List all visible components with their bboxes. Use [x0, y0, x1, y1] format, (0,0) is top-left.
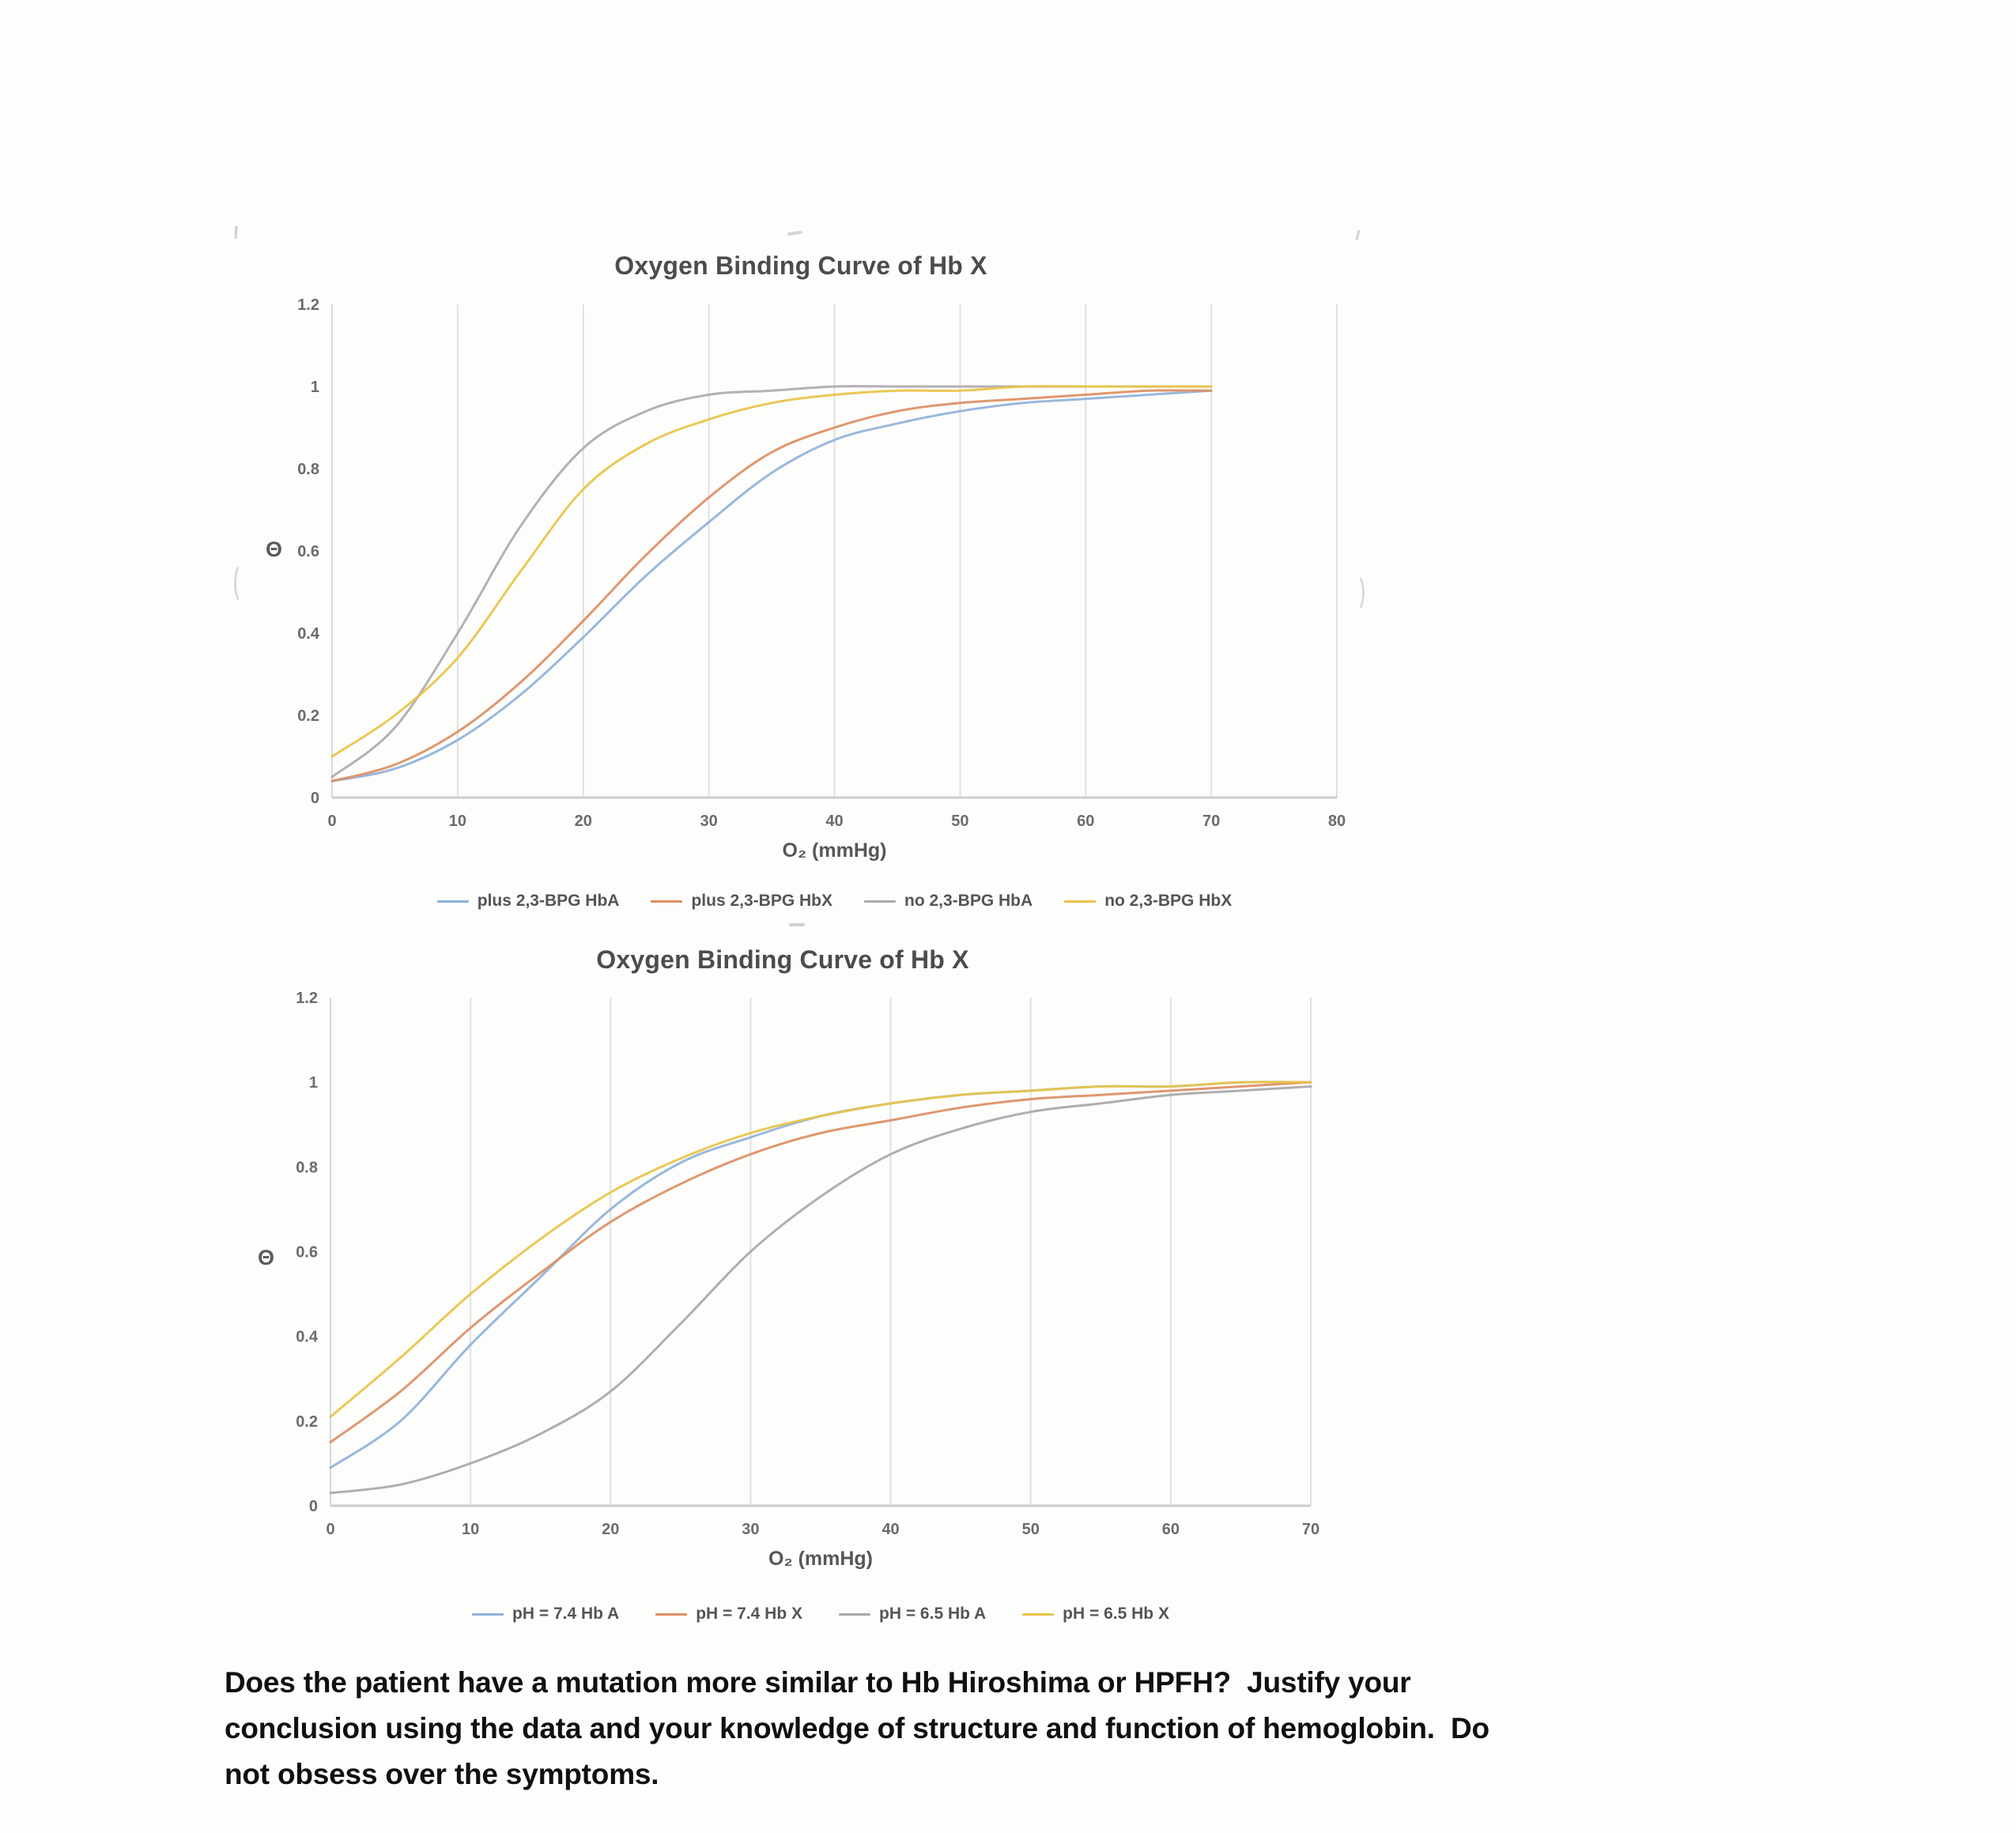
- legend-swatch-ph74-hba: [472, 1612, 504, 1616]
- series-line-ph-6-5-hb-a: [329, 1085, 1312, 1495]
- y-tick-label: 0.4: [297, 625, 320, 643]
- x-tick-label: 50: [951, 813, 968, 830]
- question-line: not obsess over the symptoms.: [225, 1758, 659, 1790]
- chart-ph-plot-area: 0 10 20 30 40 50 60 70 0 0.2 0.4 0.6 0.8 1 1.2: [296, 990, 1319, 1538]
- series-line-ph-7-4-hb-a: [329, 1081, 1312, 1469]
- chart-bpg-title: Oxygen Binding Curve of Hb X: [614, 251, 987, 280]
- chart-ph-legend: pH = 7.4 Hb A pH = 7.4 Hb X pH = 6.5 Hb …: [330, 1605, 1311, 1624]
- legend-item: plus 2,3-BPG HbA: [436, 892, 620, 911]
- legend-swatch-ph74-hbx: [655, 1612, 688, 1616]
- legend-item: no 2,3-BPG HbA: [864, 892, 1033, 911]
- legend-swatch-no-bpg-hba: [864, 900, 896, 903]
- legend-swatch-ph65-hba: [839, 1612, 870, 1616]
- y-tick-labels: 0 0.2 0.4 0.6 0.8 1 1.2: [297, 296, 320, 807]
- y-tick-label: 0.4: [296, 1329, 319, 1346]
- scan-artifact: [234, 225, 238, 239]
- y-tick-label: 0.2: [296, 1413, 318, 1431]
- legend-item: pH = 7.4 Hb A: [472, 1605, 619, 1624]
- series-line-no-2-3-bpg-hbx: [330, 385, 1213, 758]
- gridlines: [470, 998, 1312, 1506]
- legend-label: pH = 7.4 Hb X: [696, 1605, 802, 1623]
- legend-item: pH = 6.5 Hb A: [839, 1605, 986, 1624]
- y-tick-label: 0.6: [297, 543, 319, 560]
- gridlines: [456, 304, 1338, 798]
- series-line-plus-2-3-bpg-hbx: [330, 389, 1213, 783]
- x-tick-label: 60: [1162, 1521, 1180, 1538]
- series-line-ph-7-4-hb-x: [329, 1081, 1312, 1444]
- x-tick-label: 70: [1202, 813, 1220, 830]
- series-line-plus-2-3-bpg-hba: [330, 389, 1213, 783]
- x-tick-label: 30: [742, 1521, 759, 1538]
- legend-label: no 2,3-BPG HbA: [904, 892, 1033, 910]
- y-tick-label: 0.8: [297, 461, 319, 478]
- x-tick-label: 70: [1302, 1521, 1319, 1538]
- x-tick-label: 0: [327, 813, 336, 830]
- x-tick-label: 50: [1022, 1521, 1040, 1538]
- chart-bpg-legend: plus 2,3-BPG HbA plus 2,3-BPG HbX no 2,3…: [332, 892, 1337, 911]
- legend-item: plus 2,3-BPG HbX: [651, 892, 832, 911]
- y-tick-label: 1.2: [296, 990, 318, 1007]
- x-tick-label: 30: [700, 813, 718, 830]
- legend-swatch-ph65-hbx: [1022, 1612, 1055, 1616]
- legend-label: pH = 7.4 Hb A: [512, 1605, 620, 1623]
- legend-item: no 2,3-BPG HbX: [1064, 892, 1232, 911]
- legend-item: pH = 6.5 Hb X: [1022, 1605, 1169, 1624]
- chart-ph-title: Oxygen Binding Curve of Hb X: [596, 945, 969, 974]
- legend-swatch-no-bpg-hbx: [1064, 900, 1097, 903]
- y-tick-label: 1: [311, 379, 319, 396]
- x-tick-label: 40: [882, 1521, 899, 1538]
- question-text: Does the patient have a mutation more si…: [225, 1660, 1742, 1797]
- legend-item: pH = 7.4 Hb X: [655, 1605, 802, 1624]
- question-line: conclusion using the data and your knowl…: [225, 1712, 1489, 1744]
- scan-artifact: [1355, 229, 1361, 241]
- legend-label: pH = 6.5 Hb X: [1063, 1605, 1169, 1623]
- series-line-no-2-3-bpg-hba: [330, 385, 1213, 779]
- y-tick-label: 1.2: [297, 296, 319, 314]
- scan-artifact: [789, 923, 805, 926]
- x-tick-label: 10: [449, 813, 466, 830]
- x-tick-label: 10: [462, 1521, 479, 1538]
- legend-label: plus 2,3-BPG HbX: [691, 892, 832, 910]
- x-tick-label: 0: [326, 1521, 334, 1538]
- chart-ph-x-axis-label: O₂ (mmHg): [768, 1548, 873, 1570]
- legend-label: no 2,3-BPG HbX: [1104, 892, 1233, 910]
- legend-swatch-plus-bpg-hba: [436, 900, 469, 903]
- x-tick-label: 40: [825, 813, 843, 830]
- y-tick-label: 0: [309, 1498, 318, 1515]
- chart-bpg-x-axis-label: O₂ (mmHg): [782, 839, 887, 862]
- y-tick-label: 0.8: [296, 1159, 318, 1176]
- series-line-ph-6-5-hb-x: [329, 1081, 1312, 1418]
- legend-label: pH = 6.5 Hb A: [879, 1605, 987, 1623]
- chart-ph-y-axis-label: Θ: [258, 1246, 275, 1269]
- chart-bpg-y-axis-label: Θ: [266, 537, 283, 561]
- y-tick-label: 0: [311, 790, 319, 807]
- legend-label: plus 2,3-BPG HbA: [477, 892, 620, 910]
- y-tick-labels: 0 0.2 0.4 0.6 0.8 1 1.2: [296, 990, 319, 1515]
- x-tick-label: 80: [1328, 813, 1346, 830]
- x-tick-labels: 0 10 20 30 40 50 60 70 80: [327, 813, 1346, 830]
- chart-bpg-plot-area: 0 10 20 30 40 50 60 70 80 0 0.2 0.4 0.6 0.8 1 1.2: [297, 296, 1346, 830]
- y-tick-label: 1: [309, 1074, 318, 1092]
- x-tick-label: 20: [575, 813, 592, 830]
- y-tick-label: 0.2: [297, 707, 319, 725]
- question-line: Does the patient have a mutation more si…: [225, 1666, 1411, 1699]
- x-tick-label: 60: [1077, 813, 1094, 830]
- x-tick-labels: 0 10 20 30 40 50 60 70: [326, 1521, 1319, 1538]
- scan-artifact: [787, 230, 803, 236]
- y-tick-label: 0.6: [296, 1244, 318, 1262]
- x-tick-label: 20: [602, 1521, 619, 1538]
- legend-swatch-plus-bpg-hbx: [651, 900, 683, 903]
